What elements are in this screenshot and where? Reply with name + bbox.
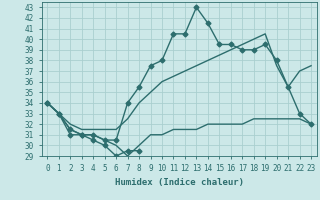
X-axis label: Humidex (Indice chaleur): Humidex (Indice chaleur) (115, 178, 244, 187)
